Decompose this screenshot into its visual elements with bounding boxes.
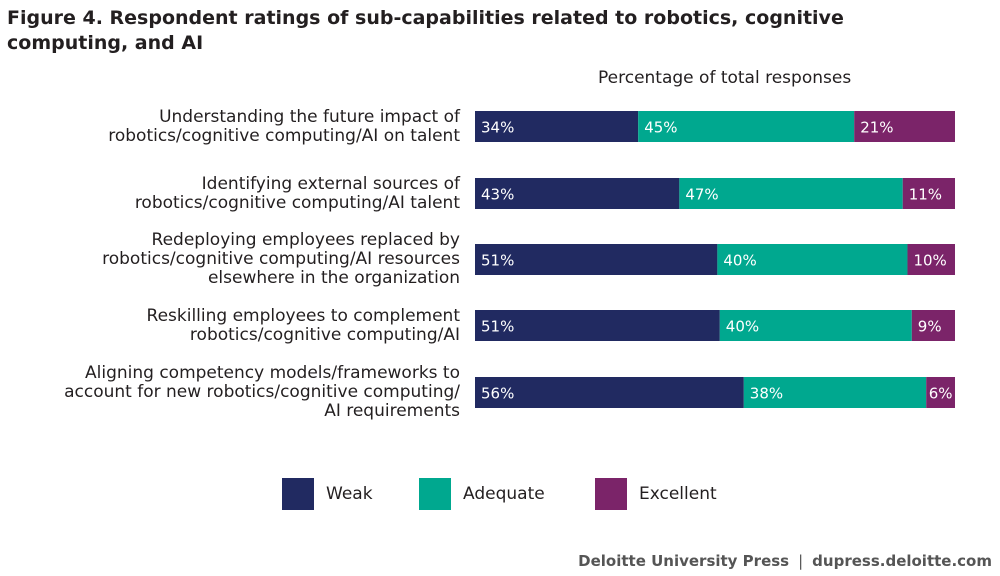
bar-excellent-1 — [854, 111, 955, 142]
category-label-line: robotics/cognitive computing/AI talent — [134, 192, 460, 213]
legend-swatch-adequate — [419, 478, 451, 510]
category-label-line: Redeploying employees replaced by — [151, 230, 460, 250]
category-label-5: Aligning competency models/frameworks to… — [0, 364, 460, 421]
data-label-excellent-2: 11% — [909, 186, 942, 204]
category-label-line: Aligning competency models/frameworks to — [85, 363, 460, 383]
bar-weak-5 — [475, 377, 744, 408]
data-label-excellent-4: 9% — [918, 318, 942, 336]
data-label-excellent-3: 10% — [913, 252, 946, 270]
category-label-line: robotics/cognitive computing/AI on talen… — [108, 125, 460, 146]
bar-excellent-2 — [902, 178, 955, 209]
data-label-weak-3: 51% — [481, 252, 514, 270]
data-label-excellent-5: 6% — [929, 385, 953, 403]
category-label-line: robotics/cognitive computing/AI — [189, 324, 460, 345]
chart-title: Figure 4. Respondent ratings of sub-capa… — [7, 7, 844, 54]
footer-url[interactable]: dupress.deloitte.com — [812, 552, 992, 570]
data-label-adequate-1: 45% — [644, 119, 677, 137]
category-label-line: Reskilling employees to complement — [146, 305, 460, 326]
category-label-line: Understanding the future impact of — [159, 106, 460, 127]
category-label-1: Understanding the future impact of roboti… — [0, 106, 460, 146]
bar-weak-4 — [475, 310, 720, 341]
data-label-adequate-4: 40% — [726, 318, 759, 336]
bar-adequate-4 — [719, 310, 912, 341]
legend-swatch-weak — [282, 478, 314, 510]
bar-weak-3 — [475, 244, 718, 275]
category-label-3: Redeploying employees replaced by robotic… — [0, 231, 460, 288]
legend-label-weak: Weak — [326, 484, 373, 504]
bar-adequate-1 — [638, 111, 855, 142]
category-label-line: robotics/cognitive computing/AI resource… — [102, 249, 460, 269]
bar-weak-1 — [475, 111, 639, 142]
chart-legend: Weak Adequate Excellent — [0, 478, 1000, 510]
legend-label-excellent: Excellent — [639, 484, 717, 504]
category-label-line: Identifying external sources of — [201, 173, 460, 194]
category-label-line: AI requirements — [324, 401, 460, 421]
bar-weak-2 — [475, 178, 680, 209]
chart-subtitle: Percentage of total responses — [598, 68, 852, 88]
bar-excellent-4 — [911, 310, 955, 341]
data-label-excellent-1: 21% — [860, 119, 893, 137]
data-label-adequate-3: 40% — [723, 252, 756, 270]
data-label-adequate-2: 47% — [685, 186, 718, 204]
category-label-line: elsewhere in the organization — [207, 268, 460, 288]
data-label-weak-1: 34% — [481, 119, 514, 137]
category-label-line: account for new robotics/cognitive compu… — [64, 382, 460, 402]
legend-item-weak: Weak — [282, 478, 373, 510]
data-label-adequate-5: 38% — [750, 385, 783, 403]
bar-excellent-5 — [926, 377, 955, 408]
footer-separator: | — [798, 552, 804, 570]
footer: Deloitte University Press | dupress.deloit… — [578, 552, 992, 570]
legend-label-adequate: Adequate — [463, 484, 545, 504]
bar-adequate-3 — [717, 244, 908, 275]
footer-source: Deloitte University Press — [578, 552, 790, 570]
bar-adequate-5 — [743, 377, 927, 408]
bar-adequate-2 — [679, 178, 903, 209]
bar-excellent-3 — [907, 244, 955, 275]
legend-swatch-excellent — [595, 478, 627, 510]
data-label-weak-2: 43% — [481, 186, 514, 204]
data-label-weak-4: 51% — [481, 318, 514, 336]
legend-item-adequate: Adequate — [419, 478, 545, 510]
legend-item-excellent: Excellent — [595, 478, 717, 510]
category-label-4: Reskilling employees to complement roboti… — [0, 305, 460, 345]
data-label-weak-5: 56% — [481, 385, 514, 403]
category-label-2: Identifying external sources of robotics/… — [0, 173, 460, 213]
